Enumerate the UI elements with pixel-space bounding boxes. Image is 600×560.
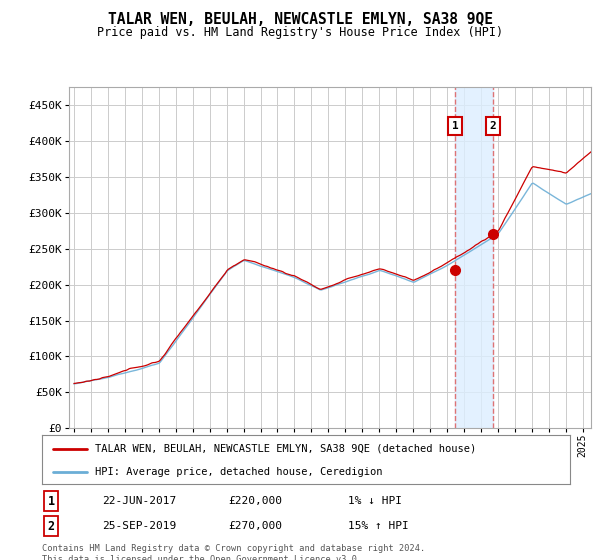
Text: 25-SEP-2019: 25-SEP-2019 (102, 521, 176, 531)
Text: Contains HM Land Registry data © Crown copyright and database right 2024.
This d: Contains HM Land Registry data © Crown c… (42, 544, 425, 560)
Text: 1: 1 (47, 494, 55, 508)
Text: Price paid vs. HM Land Registry's House Price Index (HPI): Price paid vs. HM Land Registry's House … (97, 26, 503, 39)
Text: 1: 1 (452, 122, 458, 132)
Bar (455, 87, 493, 428)
Text: 2: 2 (47, 520, 55, 533)
Text: 2: 2 (490, 122, 497, 132)
Text: 22-JUN-2017: 22-JUN-2017 (102, 496, 176, 506)
Text: 15% ↑ HPI: 15% ↑ HPI (348, 521, 409, 531)
Text: £220,000: £220,000 (228, 496, 282, 506)
Text: £270,000: £270,000 (228, 521, 282, 531)
Text: TALAR WEN, BEULAH, NEWCASTLE EMLYN, SA38 9QE: TALAR WEN, BEULAH, NEWCASTLE EMLYN, SA38… (107, 12, 493, 27)
Text: HPI: Average price, detached house, Ceredigion: HPI: Average price, detached house, Cere… (95, 467, 382, 477)
Text: TALAR WEN, BEULAH, NEWCASTLE EMLYN, SA38 9QE (detached house): TALAR WEN, BEULAH, NEWCASTLE EMLYN, SA38… (95, 444, 476, 454)
Text: 1% ↓ HPI: 1% ↓ HPI (348, 496, 402, 506)
